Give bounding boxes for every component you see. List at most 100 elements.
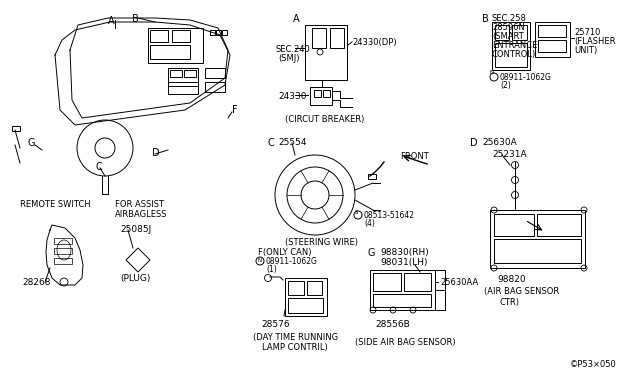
- Polygon shape: [70, 18, 228, 118]
- Bar: [370, 270, 435, 310]
- Text: LAMP CONTRIL): LAMP CONTRIL): [262, 343, 328, 352]
- Bar: [512, 25, 527, 40]
- Text: 98031(LH): 98031(LH): [380, 258, 428, 267]
- Text: 25231A: 25231A: [492, 150, 527, 159]
- Bar: [494, 239, 581, 263]
- Text: 25710: 25710: [574, 28, 600, 37]
- Text: (SIDE AIR BAG SENSOR): (SIDE AIR BAG SENSOR): [355, 338, 456, 347]
- Text: N: N: [258, 259, 262, 263]
- Text: 24330: 24330: [278, 92, 307, 101]
- Text: (SMART: (SMART: [492, 32, 524, 41]
- Text: 25085J: 25085J: [120, 225, 151, 234]
- Bar: [288, 281, 304, 295]
- Text: A: A: [293, 14, 300, 24]
- Text: 98820: 98820: [497, 275, 525, 284]
- Bar: [168, 82, 198, 94]
- Bar: [168, 68, 198, 86]
- Bar: [54, 238, 72, 244]
- Bar: [305, 25, 347, 80]
- Text: REMOTE SWITCH: REMOTE SWITCH: [20, 200, 91, 209]
- Bar: [216, 30, 221, 35]
- Text: 25554: 25554: [278, 138, 307, 147]
- Bar: [538, 40, 566, 52]
- Bar: [323, 90, 330, 97]
- Bar: [404, 273, 431, 291]
- Bar: [148, 28, 203, 63]
- Text: ENTRANCE: ENTRANCE: [492, 41, 538, 50]
- Text: D: D: [152, 148, 159, 158]
- Bar: [210, 30, 215, 35]
- Bar: [537, 214, 581, 236]
- Bar: [368, 174, 376, 179]
- Text: CONTROL): CONTROL): [492, 50, 536, 59]
- Bar: [330, 28, 344, 48]
- Bar: [12, 126, 20, 131]
- Bar: [535, 22, 570, 57]
- Text: UNIT): UNIT): [574, 46, 597, 55]
- Text: S: S: [355, 209, 358, 215]
- Bar: [288, 298, 323, 313]
- Bar: [495, 25, 509, 40]
- Text: (2): (2): [500, 81, 511, 90]
- Text: (PLUG): (PLUG): [120, 274, 150, 283]
- Bar: [285, 278, 327, 316]
- Text: 08513-51642: 08513-51642: [364, 211, 415, 220]
- Text: 28596N: 28596N: [492, 23, 525, 32]
- Text: (STEERING WIRE): (STEERING WIRE): [285, 238, 358, 247]
- Text: 08911-1062G: 08911-1062G: [266, 257, 318, 266]
- Text: 25630A: 25630A: [482, 138, 516, 147]
- Text: 28576: 28576: [261, 320, 290, 329]
- Text: (DAY TIME RUNNING: (DAY TIME RUNNING: [253, 333, 338, 342]
- Text: G: G: [28, 138, 35, 148]
- Text: G: G: [368, 248, 376, 258]
- Text: (SMJ): (SMJ): [278, 54, 300, 63]
- Text: B: B: [482, 14, 489, 24]
- Bar: [307, 281, 322, 295]
- Bar: [150, 45, 190, 59]
- Bar: [205, 68, 225, 78]
- Text: F(ONLY CAN): F(ONLY CAN): [258, 248, 312, 257]
- Text: D: D: [470, 138, 477, 148]
- Text: SEC.240: SEC.240: [276, 45, 311, 54]
- Text: SEC.258: SEC.258: [492, 14, 527, 23]
- Text: (CIRCUT BREAKER): (CIRCUT BREAKER): [285, 115, 364, 124]
- Text: 08911-1062G: 08911-1062G: [500, 73, 552, 82]
- Text: F: F: [232, 105, 237, 115]
- Bar: [373, 273, 401, 291]
- Polygon shape: [46, 225, 83, 285]
- Bar: [205, 82, 225, 92]
- Text: N: N: [490, 71, 494, 76]
- Bar: [490, 210, 585, 268]
- Text: (AIR BAG SENSOR: (AIR BAG SENSOR: [484, 287, 559, 296]
- Text: ©P53×050: ©P53×050: [570, 360, 617, 369]
- Text: FOR ASSIST: FOR ASSIST: [115, 200, 164, 209]
- Bar: [538, 25, 566, 37]
- Bar: [54, 248, 72, 254]
- Text: 25630AA: 25630AA: [440, 278, 478, 287]
- Bar: [222, 30, 227, 35]
- Bar: [312, 28, 326, 48]
- Polygon shape: [55, 22, 230, 125]
- Text: B: B: [132, 14, 139, 24]
- Text: 28556B: 28556B: [375, 320, 410, 329]
- Bar: [170, 70, 182, 77]
- Bar: [373, 294, 431, 307]
- Bar: [494, 214, 534, 236]
- Bar: [314, 90, 321, 97]
- Bar: [54, 258, 72, 264]
- Text: CTR): CTR): [500, 298, 520, 307]
- Text: (FLASHER: (FLASHER: [574, 37, 616, 46]
- Text: A: A: [108, 16, 115, 26]
- Text: 28268: 28268: [22, 278, 51, 287]
- Bar: [172, 30, 190, 42]
- Bar: [184, 70, 196, 77]
- Text: (4): (4): [364, 219, 375, 228]
- Text: 98830(RH): 98830(RH): [380, 248, 429, 257]
- Text: C: C: [267, 138, 274, 148]
- Bar: [495, 43, 527, 67]
- Bar: [310, 87, 332, 105]
- Text: (1): (1): [266, 265, 276, 274]
- Text: FRONT: FRONT: [400, 152, 429, 161]
- Text: C: C: [96, 162, 103, 172]
- Text: AIRBAGLESS: AIRBAGLESS: [115, 210, 168, 219]
